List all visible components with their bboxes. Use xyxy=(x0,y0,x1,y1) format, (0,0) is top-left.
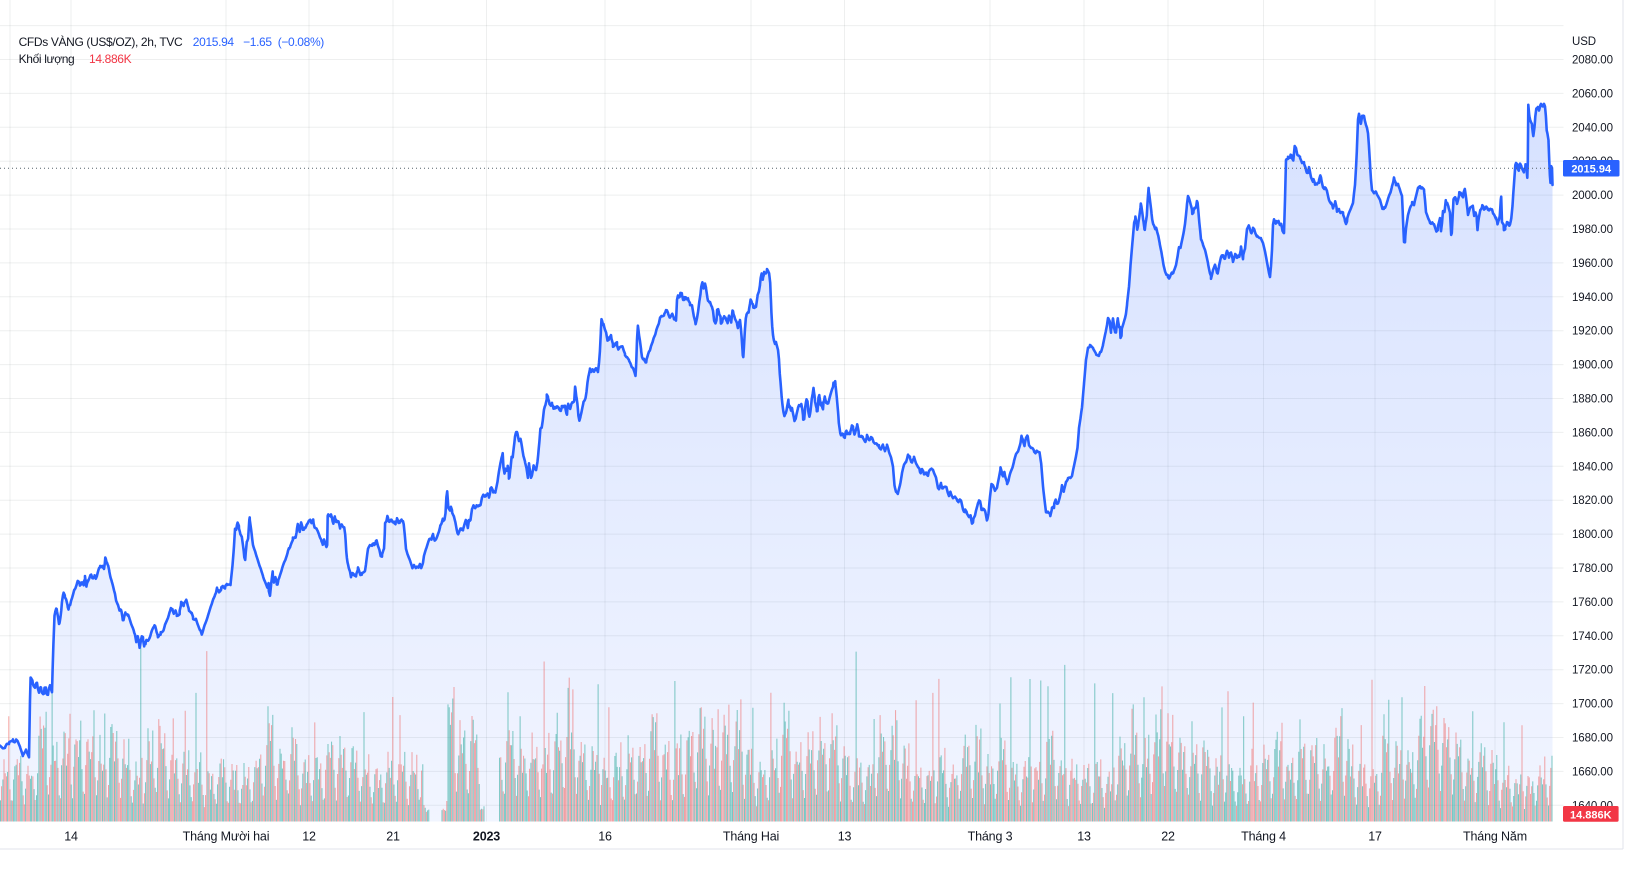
svg-text:2015.94: 2015.94 xyxy=(193,35,235,49)
svg-text:2080.00: 2080.00 xyxy=(1572,55,1613,67)
svg-text:1860.00: 1860.00 xyxy=(1572,427,1613,439)
svg-text:1680.00: 1680.00 xyxy=(1572,733,1613,745)
svg-text:1920.00: 1920.00 xyxy=(1572,326,1613,338)
svg-text:2023: 2023 xyxy=(473,830,500,844)
svg-text:1900.00: 1900.00 xyxy=(1572,360,1613,372)
svg-text:13: 13 xyxy=(1077,830,1091,844)
svg-text:Tháng Hai: Tháng Hai xyxy=(723,830,779,844)
svg-text:1780.00: 1780.00 xyxy=(1572,563,1613,575)
svg-text:14.886K: 14.886K xyxy=(1570,809,1612,821)
svg-text:−1.65: −1.65 xyxy=(243,35,272,49)
svg-text:2060.00: 2060.00 xyxy=(1572,88,1613,100)
svg-text:1960.00: 1960.00 xyxy=(1572,258,1613,270)
svg-text:1940.00: 1940.00 xyxy=(1572,292,1613,304)
svg-text:Tháng Mười hai: Tháng Mười hai xyxy=(183,830,270,844)
svg-text:17: 17 xyxy=(1368,830,1382,844)
svg-text:16: 16 xyxy=(598,830,612,844)
svg-text:2015.94: 2015.94 xyxy=(1571,164,1612,176)
svg-text:1720.00: 1720.00 xyxy=(1572,665,1613,677)
svg-text:1660.00: 1660.00 xyxy=(1572,766,1613,778)
svg-text:14.886K: 14.886K xyxy=(89,52,132,66)
svg-text:1980.00: 1980.00 xyxy=(1572,224,1613,236)
svg-text:12: 12 xyxy=(302,830,316,844)
svg-text:Tháng 4: Tháng 4 xyxy=(1241,830,1286,844)
svg-text:1760.00: 1760.00 xyxy=(1572,597,1613,609)
svg-text:2000.00: 2000.00 xyxy=(1572,190,1613,202)
svg-text:1880.00: 1880.00 xyxy=(1572,394,1613,406)
svg-text:2040.00: 2040.00 xyxy=(1572,122,1613,134)
svg-text:14: 14 xyxy=(64,830,78,844)
svg-text:22: 22 xyxy=(1161,830,1175,844)
svg-text:(−0.08%): (−0.08%) xyxy=(278,35,325,49)
svg-text:USD: USD xyxy=(1572,36,1596,48)
svg-text:21: 21 xyxy=(386,830,400,844)
svg-text:Khối lượng: Khối lượng xyxy=(19,52,75,66)
svg-text:1700.00: 1700.00 xyxy=(1572,699,1613,711)
svg-text:Tháng 3: Tháng 3 xyxy=(968,830,1013,844)
svg-text:1840.00: 1840.00 xyxy=(1572,461,1613,473)
svg-text:Tháng Năm: Tháng Năm xyxy=(1463,830,1527,844)
svg-text:1820.00: 1820.00 xyxy=(1572,495,1613,507)
svg-text:13: 13 xyxy=(838,830,852,844)
svg-text:1740.00: 1740.00 xyxy=(1572,631,1613,643)
svg-text:CFDs VÀNG (US$/OZ), 2h, TVC: CFDs VÀNG (US$/OZ), 2h, TVC xyxy=(19,34,183,49)
svg-text:1800.00: 1800.00 xyxy=(1572,529,1613,541)
